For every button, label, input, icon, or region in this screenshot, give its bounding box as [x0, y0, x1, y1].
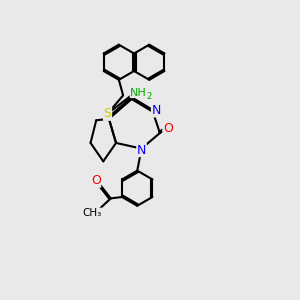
Text: N: N [152, 104, 161, 117]
Text: S: S [103, 107, 112, 120]
Text: O: O [91, 174, 101, 187]
Text: NH: NH [130, 88, 147, 98]
Text: 2: 2 [147, 92, 152, 101]
Text: O: O [163, 122, 173, 135]
Text: CH₃: CH₃ [82, 208, 101, 218]
Text: N: N [137, 143, 146, 157]
